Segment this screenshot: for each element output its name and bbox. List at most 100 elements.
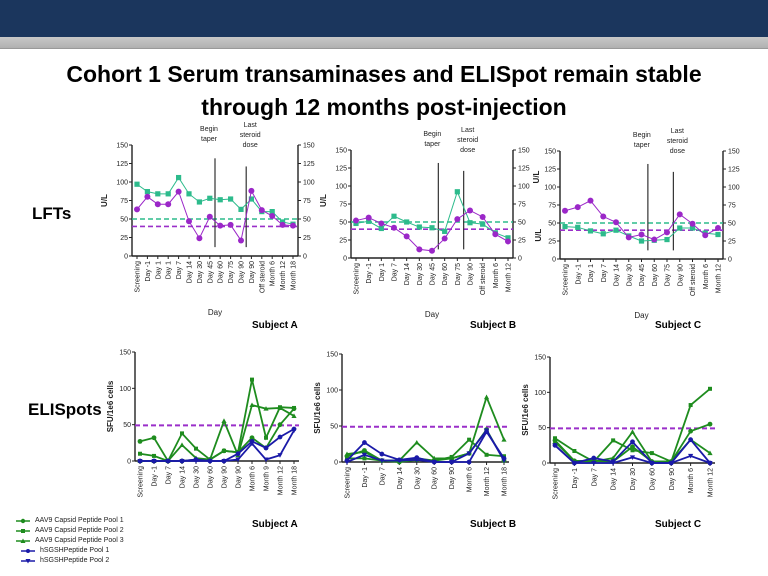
x-tick-label: Day 75 <box>228 261 235 283</box>
marker-circle <box>235 451 241 457</box>
legend-item-hsgsh1: hSGSHPeptide Pool 1 <box>21 546 124 556</box>
x-tick-label: Day 14 <box>397 467 404 489</box>
x-tick-label: Off steroid <box>690 264 697 296</box>
marker-triangle <box>277 405 283 410</box>
marker-circle <box>217 222 224 229</box>
subject-label-elispot-a: Subject A <box>252 519 298 530</box>
marker-triangle <box>221 418 227 424</box>
marker-circle <box>279 221 286 228</box>
x-tick-label: Day -1 <box>572 468 579 489</box>
x-tick-label: Day 45 <box>430 263 437 285</box>
marker-square <box>715 231 721 238</box>
y-tick-label: 0 <box>552 257 556 264</box>
y-tick-label: 100 <box>534 390 546 397</box>
x-tick-label: Day 60 <box>208 466 215 488</box>
marker-square <box>269 209 275 215</box>
marker-square <box>600 231 606 237</box>
x-tick-label: Day 14 <box>180 466 187 488</box>
marker-circle <box>630 444 635 450</box>
legend-marker-icon <box>16 529 30 533</box>
legend-marker-icon <box>21 559 35 564</box>
elispot-chart-subject-a: 0 50 100 150 Screening Day -1 Day 7 Day 14 Day 3… <box>106 350 299 498</box>
legend-label: AAV9 Capsid Peptide Pool 1 <box>35 517 124 524</box>
row-label-lfts: LFTs <box>32 204 72 223</box>
x-tick-label: Month 18 <box>292 466 299 495</box>
annotation-label: dose <box>460 147 475 154</box>
legend-item-pool2: AAV9 Capsid Peptide Pool 2 <box>16 526 124 536</box>
x-tick-label: Day 90 <box>669 468 676 490</box>
legend-label: AAV9 Capsid Peptide Pool 2 <box>35 527 124 534</box>
marker-square <box>176 174 182 181</box>
marker-square <box>467 220 473 226</box>
series-aav9-capsid-peptide-pool-3 <box>137 402 297 463</box>
marker-triangle-down <box>249 441 255 447</box>
marker-circle <box>154 201 161 208</box>
y-tick-label: 150 <box>335 148 347 155</box>
marker-circle <box>574 204 581 211</box>
x-tick-label: Screening <box>135 261 142 293</box>
marker-triangle <box>414 439 420 445</box>
marker-triangle <box>361 449 368 454</box>
x-tick-label: Day 14 <box>611 468 618 490</box>
marker-circle <box>429 247 435 254</box>
y-tick-label-right: 75 <box>728 203 736 210</box>
x-tick-label: Day -1 <box>575 264 582 285</box>
marker-square <box>562 224 568 230</box>
y-tick-label: 100 <box>544 185 556 192</box>
marker-square <box>196 199 202 205</box>
x-tick-label: Day 30 <box>194 466 201 488</box>
series-1 <box>134 187 296 244</box>
series-0 <box>353 189 511 241</box>
marker-circle <box>689 220 696 227</box>
y-tick-label: 100 <box>119 386 131 393</box>
y-tick-label-right: 50 <box>728 221 736 228</box>
marker-circle <box>277 434 283 440</box>
x-tick-label: Screening <box>138 466 145 498</box>
x-tick-label: Day 7 <box>591 468 598 486</box>
marker-triangle-down <box>483 428 490 433</box>
x-tick-label: Day 1 <box>166 261 173 279</box>
series-line <box>139 408 295 462</box>
y-tick-label: 75 <box>120 198 128 205</box>
y-tick-label: 125 <box>335 166 347 173</box>
annotation-label: taper <box>424 141 441 148</box>
marker-triangle-down <box>221 459 227 464</box>
legend-item-pool1: AAV9 Capsid Peptide Pool 1 <box>16 516 124 526</box>
x-tick-label: Screening <box>345 467 352 499</box>
marker-triangle-down <box>431 460 437 465</box>
marker-circle <box>151 435 157 441</box>
annotation-label: Last <box>244 122 257 129</box>
y-tick-label: 50 <box>120 217 128 224</box>
marker-triangle-down <box>379 458 385 464</box>
marker-triangle <box>707 450 713 456</box>
y-tick-label-right: 75 <box>303 198 311 205</box>
header-bar <box>0 0 768 37</box>
annotation-label: steroid <box>667 138 688 145</box>
y-tick-label: 50 <box>330 424 338 431</box>
lft-chart-subject-a: 0 0 25 25 50 50 75 75 100 100 125 125 150 150 Screenin… <box>100 122 328 317</box>
x-tick-label: Day -1 <box>152 466 159 487</box>
marker-square <box>664 236 670 243</box>
y-tick-label-right: 0 <box>303 254 307 261</box>
series-line <box>346 430 505 463</box>
marker-triangle <box>629 429 636 434</box>
y-tick-label: 50 <box>123 422 131 429</box>
y-tick-label: 50 <box>339 220 347 227</box>
marker-triangle-down <box>235 457 241 463</box>
elispot-chart-subject-c: 0 50 100 150 Screening Day -1 Day 7 Day 14 Day 3… <box>521 355 715 500</box>
annotation-label: steroid <box>457 137 478 144</box>
marker-square <box>264 435 268 440</box>
marker-square <box>362 456 367 461</box>
series-line <box>136 176 294 225</box>
x-tick-label: Month 6 <box>467 467 474 492</box>
y-tick-label: 150 <box>116 143 128 150</box>
y-tick-label-right: 0 <box>728 257 732 264</box>
x-tick-label: Day 1 <box>155 261 162 279</box>
x-tick-label: Day 60 <box>442 263 449 285</box>
marker-square <box>454 189 460 195</box>
x-tick-label: Day 30 <box>626 264 633 286</box>
x-axis-label: Day <box>425 310 439 319</box>
x-tick-label: Day 45 <box>207 261 214 283</box>
marker-circle <box>441 235 448 242</box>
marker-triangle <box>344 451 350 457</box>
